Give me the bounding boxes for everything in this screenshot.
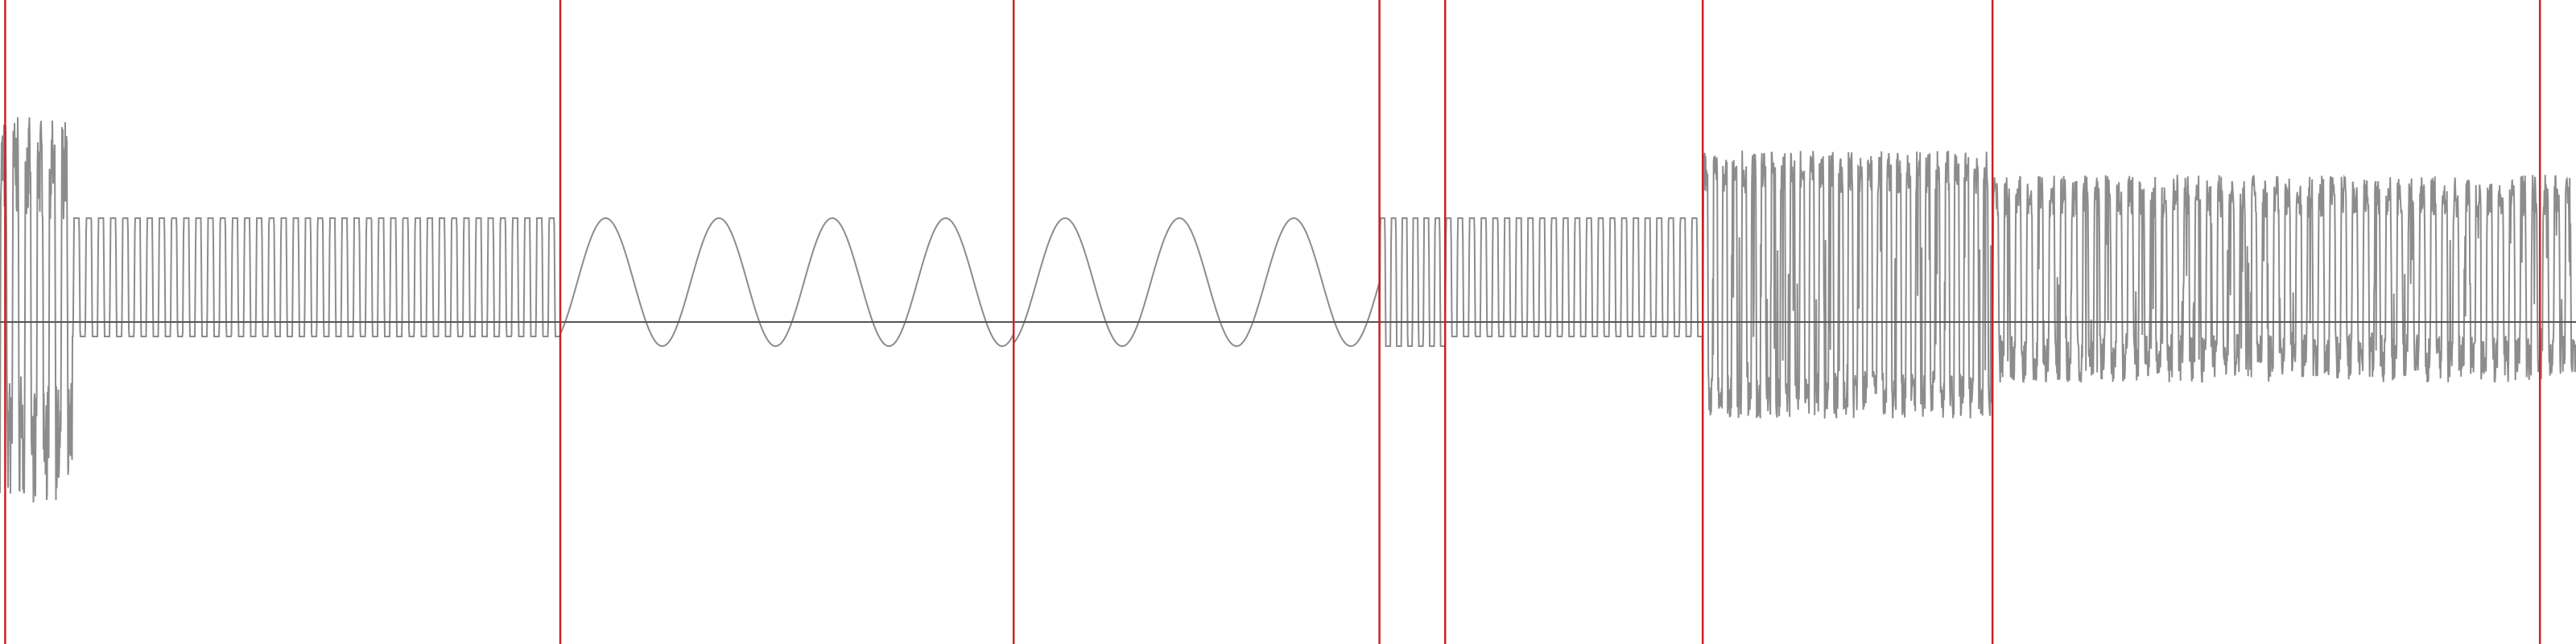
waveform-line [0, 117, 2576, 503]
waveform-series [0, 117, 2576, 503]
segment-markers [4, 0, 2541, 644]
